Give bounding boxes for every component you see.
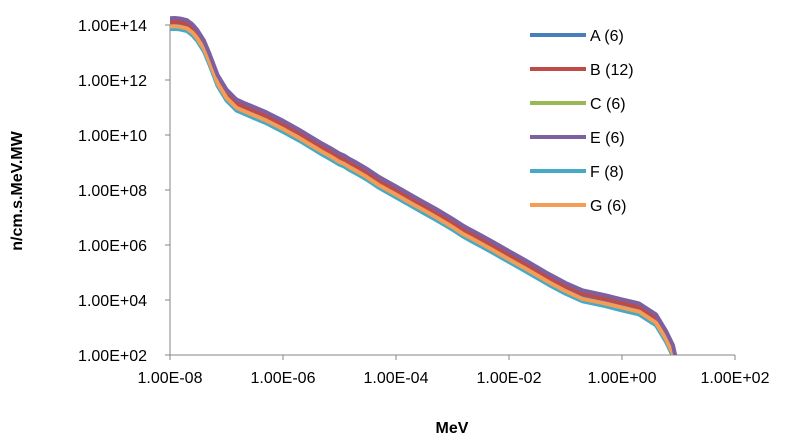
x-tick-label: 1.00E-08 <box>138 370 203 387</box>
legend-label: A (6) <box>590 28 624 45</box>
legend-label: E (6) <box>590 130 625 147</box>
x-tick-label: 1.00E-06 <box>251 370 316 387</box>
series-line-b <box>170 19 677 355</box>
legend-label: C (6) <box>590 96 626 113</box>
y-tick-label: 1.00E+04 <box>78 293 147 310</box>
plot-area <box>169 25 735 356</box>
legend-label: F (8) <box>590 164 624 181</box>
y-tick-label: 1.00E+14 <box>78 18 147 35</box>
x-tick-label: 1.00E+00 <box>588 370 657 387</box>
y-tick-label: 1.00E+12 <box>78 73 147 90</box>
x-tick-label: 1.00E-04 <box>364 370 429 387</box>
x-tick-label: 1.00E-02 <box>477 370 542 387</box>
legend: A (6) B (12) C (6) E (6) F (8) G (6) <box>530 28 634 215</box>
series-lines <box>170 16 678 355</box>
series-line-e <box>170 16 678 355</box>
y-tick-label: 1.00E+02 <box>78 348 147 365</box>
tick-labels: 1.00E-08 1.00E-06 1.00E-04 1.00E-02 1.00E+00… <box>78 18 770 387</box>
series-line-g <box>170 24 676 355</box>
legend-label: B (12) <box>590 62 634 79</box>
x-axis-title: MeV <box>436 420 469 437</box>
x-tick-label: 1.00E+02 <box>701 370 770 387</box>
y-tick-label: 1.00E+06 <box>78 238 147 255</box>
y-axis-title: n/cm.s.MeV.MW <box>9 130 26 250</box>
y-tick-label: 1.00E+08 <box>78 183 147 200</box>
legend-label: G (6) <box>590 198 626 215</box>
y-tick-label: 1.00E+10 <box>78 128 147 145</box>
